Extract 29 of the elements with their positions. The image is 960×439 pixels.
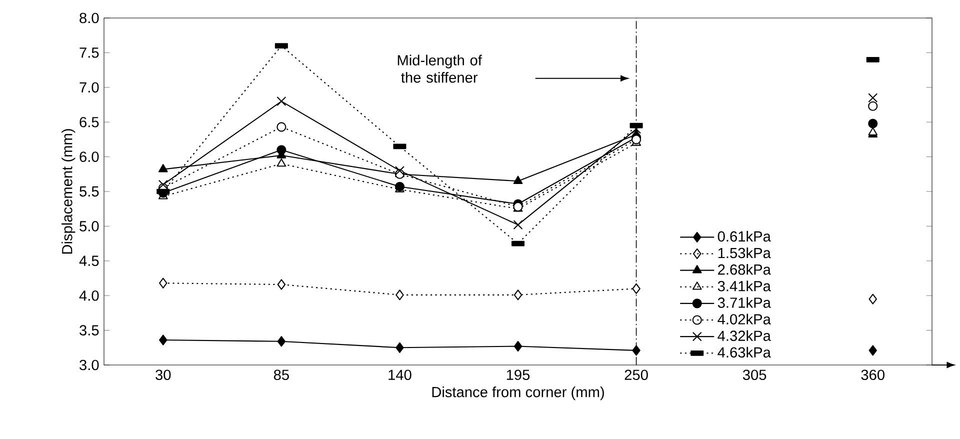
y-axis-title: Displacement (mm)	[62, 129, 76, 254]
y-tick-label: 8.0	[80, 12, 99, 24]
x-tick-label: 140	[388, 370, 412, 380]
legend-label: 4.02kPa	[718, 314, 771, 324]
y-tick-label: 4.0	[79, 290, 99, 301]
y-tick-label: 7.5	[80, 48, 99, 58]
y-tick-label: 3.5	[80, 325, 99, 336]
legend-label: 2.68kPa	[718, 264, 771, 275]
x-tick-label: 195	[506, 370, 530, 380]
annotation: Mid-length of the stiffener	[398, 54, 482, 83]
legend-label: 4.32kPa	[718, 330, 771, 342]
x-axis-title: Distance from corner (mm)	[432, 386, 604, 400]
legend-label: 3.41kPa	[718, 280, 771, 292]
legend-label: 3.71kPa	[718, 297, 771, 308]
legend-label: 0.61kPa	[718, 230, 771, 242]
y-tick-label: 6.0	[80, 152, 99, 162]
x-tick-label: 360	[861, 370, 884, 380]
y-tick-label: 3.0	[80, 360, 99, 370]
y-tick-label: 7.0	[80, 82, 99, 93]
y-tick-label: 6.5	[80, 116, 99, 128]
legend-label: 1.53kPa	[718, 247, 771, 258]
y-tick-label: 5.5	[80, 186, 99, 197]
y-tick-label: 5.0	[80, 221, 99, 232]
x-tick-label: 30	[156, 370, 171, 380]
x-tick-label: 305	[742, 370, 766, 380]
y-tick-label: 4.5	[79, 256, 99, 266]
legend-label: 4.63kPa	[718, 346, 771, 358]
x-tick-label: 250	[624, 370, 648, 380]
x-tick-label: 85	[274, 370, 289, 380]
